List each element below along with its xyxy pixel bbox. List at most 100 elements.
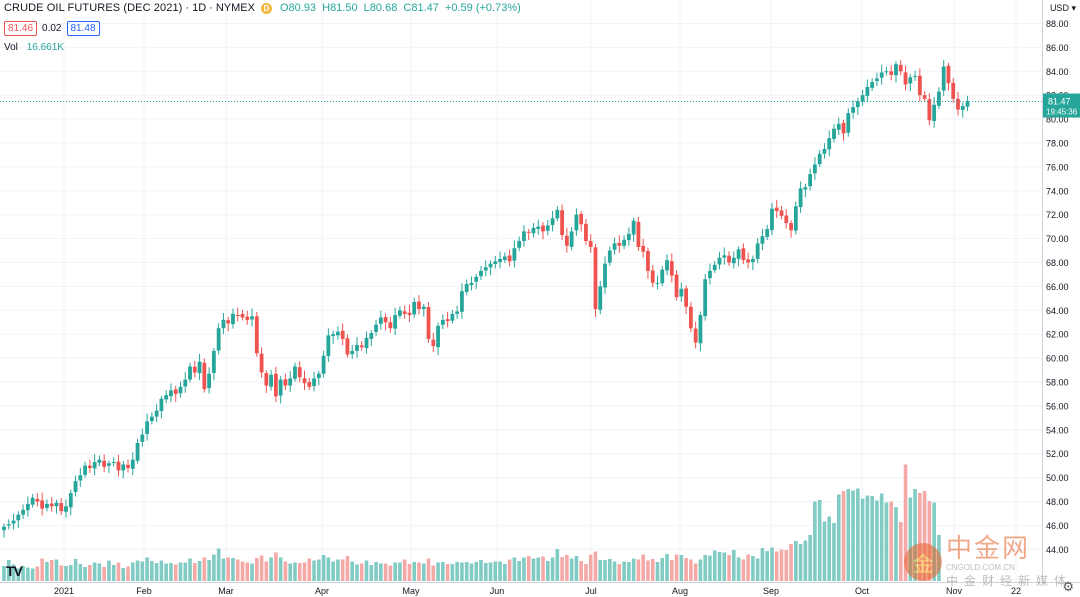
- volume-bar: [369, 565, 374, 581]
- candle-body: [111, 462, 116, 464]
- candle-body: [388, 322, 393, 329]
- x-tick-label: Aug: [672, 586, 688, 596]
- candle: [231, 308, 235, 329]
- volume-bar: [255, 558, 259, 581]
- x-tick-label: Jun: [490, 586, 505, 596]
- interval-label[interactable]: 1D: [192, 2, 207, 14]
- volume-bar: [388, 565, 393, 581]
- candle-body: [817, 153, 822, 165]
- sell-price-button[interactable]: 81.46: [4, 21, 38, 36]
- candle-body: [417, 301, 421, 310]
- symbol-title[interactable]: CRUDE OIL FUTURES (DEC 2021): [4, 2, 183, 14]
- volume-legend[interactable]: Vol 16.661K: [4, 42, 64, 53]
- volume-bar: [78, 564, 83, 581]
- candle: [407, 304, 412, 322]
- buy-price-button[interactable]: 81.48: [66, 21, 100, 36]
- volume-bar: [622, 561, 626, 581]
- candle: [898, 59, 903, 76]
- candle: [355, 337, 359, 358]
- candle-body: [836, 123, 841, 130]
- candle: [846, 108, 851, 137]
- y-tick-label: 58.00: [1046, 378, 1069, 388]
- candle-body: [736, 249, 741, 259]
- watermark: 金 中金网 CNGOLD.COM.CN 中金财经新媒体: [903, 535, 1072, 589]
- candle-body: [426, 307, 431, 339]
- volume-bar: [560, 557, 564, 581]
- currency-selector[interactable]: USD ▾: [1050, 3, 1076, 14]
- y-tick-label: 80.00: [1046, 115, 1069, 125]
- volume-bar: [121, 568, 126, 581]
- candle-body: [603, 263, 607, 288]
- volume-bars: [2, 464, 941, 581]
- candle: [107, 460, 111, 474]
- gear-icon[interactable]: ⚙: [1062, 579, 1074, 594]
- candle: [350, 345, 355, 360]
- candle-body: [92, 462, 97, 469]
- candle-body: [579, 213, 584, 225]
- candle: [45, 499, 49, 512]
- candle-body: [875, 78, 879, 81]
- candle-body: [894, 64, 898, 76]
- volume-bar: [221, 558, 226, 581]
- candle-body: [588, 240, 593, 247]
- volume-bar: [302, 562, 307, 581]
- volume-bar: [889, 501, 894, 581]
- volume-bar: [49, 560, 54, 581]
- volume-bar: [636, 559, 641, 581]
- candle: [765, 225, 770, 240]
- candle: [593, 243, 598, 317]
- candle-body: [164, 395, 169, 400]
- volume-bar: [741, 559, 746, 581]
- candle: [92, 454, 97, 476]
- candle: [712, 260, 717, 274]
- candle-body: [593, 247, 598, 310]
- candle: [192, 360, 197, 378]
- candle: [860, 89, 865, 106]
- volume-bar: [736, 557, 741, 581]
- candle: [307, 377, 312, 391]
- candle-body: [345, 338, 350, 355]
- volume-bar: [379, 563, 383, 581]
- volume-bar: [469, 563, 474, 581]
- volume-bar: [641, 554, 645, 581]
- tradingview-logo-icon[interactable]: TV: [6, 563, 23, 579]
- candle-body: [555, 209, 560, 219]
- y-tick-label: 62.00: [1046, 330, 1069, 340]
- candle-body: [336, 331, 340, 336]
- candle: [636, 216, 641, 251]
- candle: [674, 270, 679, 301]
- volume-bar: [875, 500, 879, 581]
- volume-bar: [83, 567, 87, 581]
- candle: [445, 311, 450, 328]
- volume-bar: [307, 558, 312, 581]
- candle: [130, 452, 135, 476]
- volume-bar: [760, 548, 765, 581]
- candle-body: [211, 350, 216, 373]
- volume-bar: [264, 561, 269, 581]
- candle-body: [288, 378, 293, 386]
- x-tick-label: Jul: [585, 586, 597, 596]
- candle: [502, 252, 507, 263]
- volume-bar: [603, 560, 607, 581]
- candle: [450, 309, 455, 324]
- volume-bar: [784, 550, 789, 581]
- volume-bar: [922, 491, 927, 581]
- volume-bar: [6, 560, 11, 581]
- candle-body: [755, 243, 760, 259]
- volume-bar: [684, 558, 688, 581]
- candle: [746, 252, 751, 269]
- volume-bar: [588, 554, 593, 581]
- volume-bar: [870, 496, 874, 581]
- delayed-badge[interactable]: D: [260, 2, 272, 14]
- candle: [894, 61, 898, 83]
- volume-bar: [794, 541, 798, 581]
- candle-body: [717, 257, 722, 265]
- volume-bar: [173, 564, 178, 581]
- candle-body: [35, 498, 40, 502]
- candle-body: [64, 506, 68, 512]
- candle-body: [154, 410, 159, 417]
- volume-bar: [746, 554, 750, 581]
- candle: [798, 181, 803, 213]
- ohlc-values: O80.93 H81.50 L80.68 C81.47 +0.59 (+0.73…: [280, 2, 524, 14]
